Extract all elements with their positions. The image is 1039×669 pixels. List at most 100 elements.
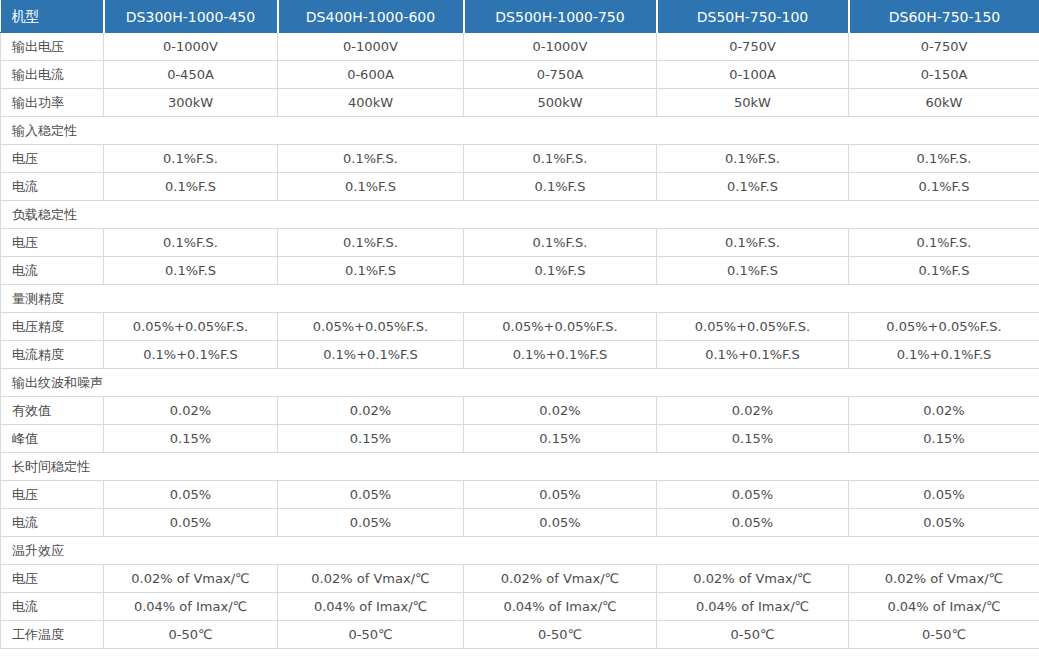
row-label-cell: 电流 <box>1 509 104 537</box>
value-cell: 0-1000V <box>278 33 464 61</box>
table-body: 输出电压 0-1000V 0-1000V 0-1000V 0-750V 0-75… <box>1 33 1039 649</box>
row-label-cell: 电流 <box>1 257 104 285</box>
value-cell: 0-50℃ <box>657 621 849 649</box>
value-cell: 0.02% of Vmax/℃ <box>849 565 1039 593</box>
value-cell: 0.1%F.S. <box>278 145 464 173</box>
value-cell: 0-450A <box>104 61 278 89</box>
section-header-cell: 长时间稳定性 <box>1 453 1039 481</box>
section-header-cell: 温升效应 <box>1 537 1039 565</box>
table-row: 电流精度 0.1%+0.1%F.S 0.1%+0.1%F.S 0.1%+0.1%… <box>1 341 1039 369</box>
value-cell: 0-1000V <box>464 33 657 61</box>
value-cell: 0.1%F.S <box>104 173 278 201</box>
value-cell: 0-750V <box>849 33 1039 61</box>
row-label-cell: 输出电压 <box>1 33 104 61</box>
value-cell: 0.1%+0.1%F.S <box>278 341 464 369</box>
value-cell: 0.1%F.S. <box>104 229 278 257</box>
spec-table-page: 机型 DS300H-1000-450 DS400H-1000-600 DS500… <box>0 0 1039 669</box>
value-cell: 0.1%F.S <box>657 257 849 285</box>
value-cell: 0.1%F.S. <box>104 145 278 173</box>
value-cell: 0-50℃ <box>104 621 278 649</box>
row-label-cell: 电压 <box>1 229 104 257</box>
value-cell: 0.05%+0.05%F.S. <box>849 313 1039 341</box>
row-label-cell: 电流精度 <box>1 341 104 369</box>
value-cell: 0.1%F.S <box>657 173 849 201</box>
value-cell: 0.15% <box>849 425 1039 453</box>
table-row: 输出电压 0-1000V 0-1000V 0-1000V 0-750V 0-75… <box>1 33 1039 61</box>
table-row: 输出电流 0-450A 0-600A 0-750A 0-100A 0-150A <box>1 61 1039 89</box>
row-label-cell: 峰值 <box>1 425 104 453</box>
value-cell: 0.02% of Vmax/℃ <box>278 565 464 593</box>
value-cell: 0-50℃ <box>278 621 464 649</box>
value-cell: 0.02% of Vmax/℃ <box>657 565 849 593</box>
table-row: 电压 0.02% of Vmax/℃ 0.02% of Vmax/℃ 0.02%… <box>1 565 1039 593</box>
value-cell: 0.05% <box>104 481 278 509</box>
value-cell: 0.05% <box>657 509 849 537</box>
value-cell: 0.1%F.S <box>464 173 657 201</box>
value-cell: 0.1%F.S. <box>657 145 849 173</box>
section-header-cell: 输出纹波和噪声 <box>1 369 1039 397</box>
section-header-cell: 输入稳定性 <box>1 117 1039 145</box>
value-cell: 0.1%F.S <box>849 257 1039 285</box>
section-row: 长时间稳定性 <box>1 453 1039 481</box>
value-cell: 0-100A <box>657 61 849 89</box>
value-cell: 0-50℃ <box>464 621 657 649</box>
section-row: 负载稳定性 <box>1 201 1039 229</box>
column-header-model-3: DS500H-1000-750 <box>464 1 657 33</box>
value-cell: 0.04% of Imax/℃ <box>464 593 657 621</box>
value-cell: 0.15% <box>464 425 657 453</box>
table-row: 电压 0.1%F.S. 0.1%F.S. 0.1%F.S. 0.1%F.S. 0… <box>1 145 1039 173</box>
column-header-model-label: 机型 <box>1 1 104 33</box>
value-cell: 0.05%+0.05%F.S. <box>464 313 657 341</box>
table-row: 电压精度 0.05%+0.05%F.S. 0.05%+0.05%F.S. 0.0… <box>1 313 1039 341</box>
value-cell: 0.1%F.S. <box>849 229 1039 257</box>
row-label-cell: 输出功率 <box>1 89 104 117</box>
value-cell: 0.05% <box>464 481 657 509</box>
value-cell: 0.05%+0.05%F.S. <box>104 313 278 341</box>
row-label-cell: 工作温度 <box>1 621 104 649</box>
table-row: 峰值 0.15% 0.15% 0.15% 0.15% 0.15% <box>1 425 1039 453</box>
value-cell: 0.1%F.S <box>104 257 278 285</box>
value-cell: 0-750A <box>464 61 657 89</box>
value-cell: 0.05%+0.05%F.S. <box>657 313 849 341</box>
value-cell: 0.04% of Imax/℃ <box>849 593 1039 621</box>
section-header-cell: 负载稳定性 <box>1 201 1039 229</box>
row-label-cell: 有效值 <box>1 397 104 425</box>
value-cell: 50kW <box>657 89 849 117</box>
value-cell: 500kW <box>464 89 657 117</box>
value-cell: 0.05% <box>278 481 464 509</box>
value-cell: 0.02% <box>849 397 1039 425</box>
column-header-model-2: DS400H-1000-600 <box>278 1 464 33</box>
value-cell: 0-1000V <box>104 33 278 61</box>
column-header-model-4: DS50H-750-100 <box>657 1 849 33</box>
value-cell: 0.1%+0.1%F.S <box>464 341 657 369</box>
value-cell: 0.05% <box>278 509 464 537</box>
row-label-cell: 电压 <box>1 481 104 509</box>
value-cell: 0-750V <box>657 33 849 61</box>
value-cell: 0.05% <box>104 509 278 537</box>
section-row: 输出纹波和噪声 <box>1 369 1039 397</box>
value-cell: 0.1%F.S. <box>849 145 1039 173</box>
value-cell: 0.1%+0.1%F.S <box>849 341 1039 369</box>
value-cell: 0-600A <box>278 61 464 89</box>
table-row: 电流 0.1%F.S 0.1%F.S 0.1%F.S 0.1%F.S 0.1%F… <box>1 257 1039 285</box>
value-cell: 0.05% <box>464 509 657 537</box>
value-cell: 0.02% of Vmax/℃ <box>104 565 278 593</box>
value-cell: 0.05% <box>657 481 849 509</box>
row-label-cell: 输出电流 <box>1 61 104 89</box>
spec-table: 机型 DS300H-1000-450 DS400H-1000-600 DS500… <box>0 0 1039 649</box>
value-cell: 0.15% <box>278 425 464 453</box>
table-header-row: 机型 DS300H-1000-450 DS400H-1000-600 DS500… <box>1 1 1039 33</box>
value-cell: 0.05%+0.05%F.S. <box>278 313 464 341</box>
value-cell: 0.1%F.S. <box>657 229 849 257</box>
value-cell: 300kW <box>104 89 278 117</box>
section-row: 温升效应 <box>1 537 1039 565</box>
value-cell: 0.02% of Vmax/℃ <box>464 565 657 593</box>
column-header-model-1: DS300H-1000-450 <box>104 1 278 33</box>
value-cell: 0.15% <box>104 425 278 453</box>
value-cell: 0.1%+0.1%F.S <box>104 341 278 369</box>
value-cell: 0.05% <box>849 509 1039 537</box>
table-row: 电压 0.1%F.S. 0.1%F.S. 0.1%F.S. 0.1%F.S. 0… <box>1 229 1039 257</box>
table-row: 电流 0.04% of Imax/℃ 0.04% of Imax/℃ 0.04%… <box>1 593 1039 621</box>
value-cell: 0.1%F.S. <box>464 229 657 257</box>
value-cell: 0.1%F.S <box>849 173 1039 201</box>
